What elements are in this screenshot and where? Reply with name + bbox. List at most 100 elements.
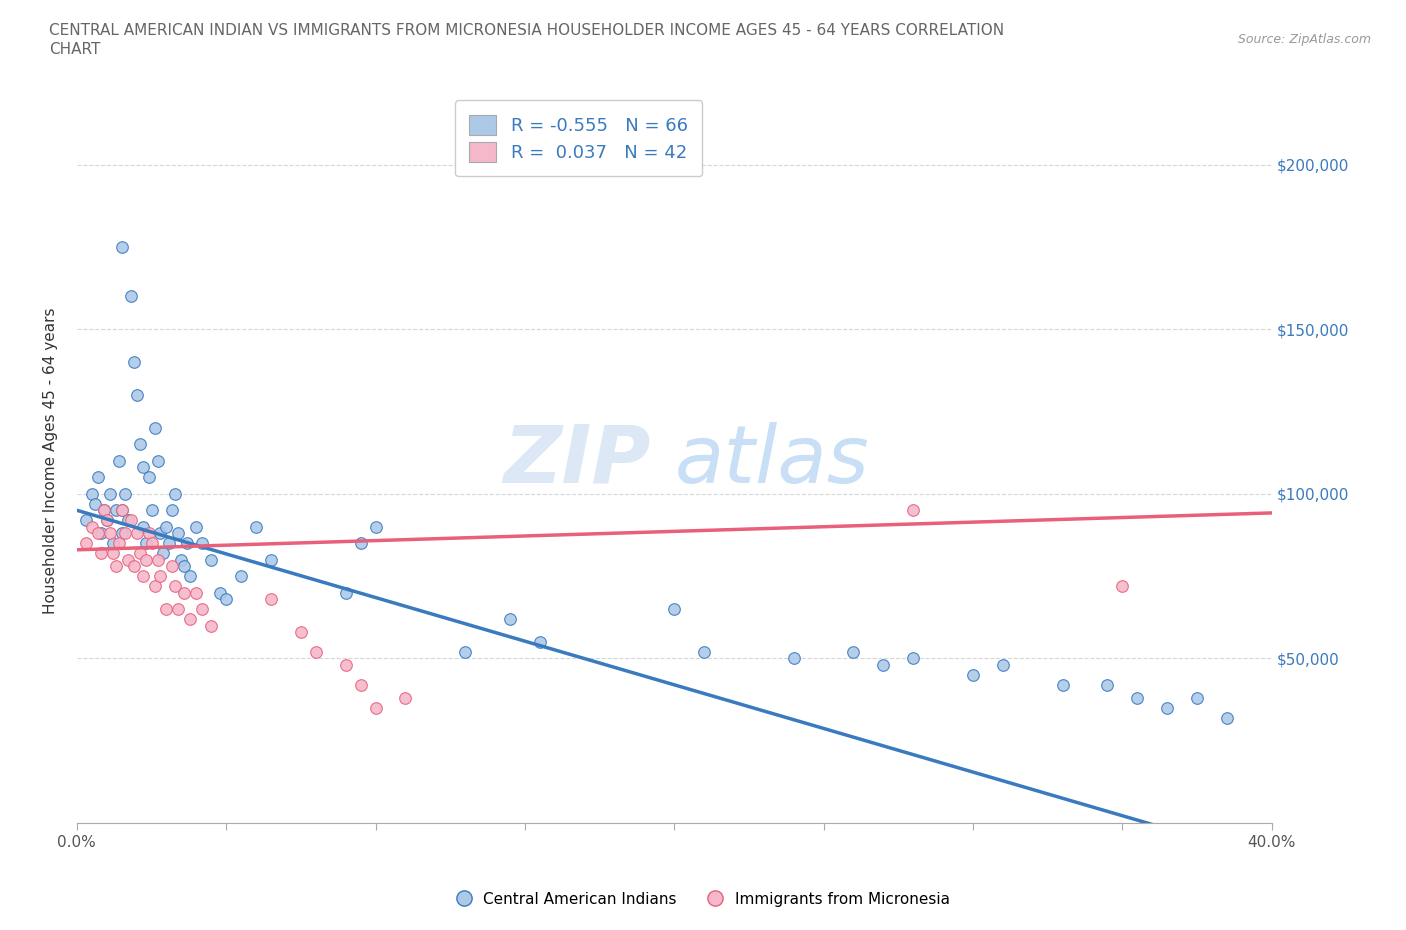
Point <box>260 591 283 606</box>
Point <box>96 512 118 527</box>
Point <box>162 503 184 518</box>
Point <box>664 602 686 617</box>
Point <box>173 585 195 600</box>
Point <box>104 559 127 574</box>
Point <box>693 644 716 659</box>
Point <box>155 519 177 534</box>
Text: Source: ZipAtlas.com: Source: ZipAtlas.com <box>1237 33 1371 46</box>
Point <box>231 569 253 584</box>
Point <box>991 658 1014 672</box>
Point <box>872 658 894 672</box>
Point <box>93 503 115 518</box>
Point <box>96 512 118 527</box>
Point <box>335 658 357 672</box>
Point <box>122 354 145 369</box>
Point <box>120 512 142 527</box>
Point <box>138 470 160 485</box>
Point <box>146 552 169 567</box>
Point <box>209 585 232 600</box>
Point <box>364 700 387 715</box>
Point <box>87 525 110 540</box>
Point <box>186 519 208 534</box>
Point <box>111 503 134 518</box>
Point <box>122 559 145 574</box>
Point <box>104 503 127 518</box>
Point <box>114 486 136 501</box>
Point <box>131 519 153 534</box>
Text: CHART: CHART <box>49 42 101 57</box>
Point <box>143 420 166 435</box>
Point <box>125 525 148 540</box>
Point <box>114 525 136 540</box>
Point <box>499 612 522 627</box>
Legend: R = -0.555   N = 66, R =  0.037   N = 42: R = -0.555 N = 66, R = 0.037 N = 42 <box>456 100 703 177</box>
Point <box>364 519 387 534</box>
Point <box>179 612 201 627</box>
Point <box>117 512 139 527</box>
Point <box>131 569 153 584</box>
Point <box>159 536 181 551</box>
Point <box>167 525 190 540</box>
Point <box>454 644 477 659</box>
Point <box>128 546 150 561</box>
Point <box>349 677 371 692</box>
Point <box>117 552 139 567</box>
Point <box>138 525 160 540</box>
Point <box>1111 578 1133 593</box>
Point <box>149 525 172 540</box>
Point <box>186 585 208 600</box>
Point <box>135 552 157 567</box>
Text: ZIP: ZIP <box>503 422 651 500</box>
Point <box>1156 700 1178 715</box>
Point <box>842 644 865 659</box>
Point <box>529 634 551 649</box>
Point <box>152 546 174 561</box>
Point <box>335 585 357 600</box>
Legend: Central American Indians, Immigrants from Micronesia: Central American Indians, Immigrants fro… <box>450 885 956 913</box>
Point <box>87 470 110 485</box>
Point <box>80 519 103 534</box>
Point <box>128 437 150 452</box>
Point <box>1185 691 1208 706</box>
Point <box>107 454 129 469</box>
Text: atlas: atlas <box>675 422 869 500</box>
Point <box>90 546 112 561</box>
Point <box>245 519 267 534</box>
Point <box>131 460 153 475</box>
Point <box>290 625 312 640</box>
Point <box>173 559 195 574</box>
Point <box>101 536 124 551</box>
Point <box>75 536 97 551</box>
Point <box>149 569 172 584</box>
Point <box>111 503 134 518</box>
Point <box>191 602 214 617</box>
Point <box>125 388 148 403</box>
Point <box>120 289 142 304</box>
Point <box>80 486 103 501</box>
Point <box>83 497 105 512</box>
Point <box>215 591 238 606</box>
Point <box>176 536 198 551</box>
Point <box>191 536 214 551</box>
Point <box>165 578 187 593</box>
Point <box>90 525 112 540</box>
Point <box>93 503 115 518</box>
Point <box>1097 677 1119 692</box>
Point <box>75 512 97 527</box>
Point <box>167 602 190 617</box>
Point <box>98 525 121 540</box>
Point <box>135 536 157 551</box>
Point <box>179 569 201 584</box>
Point <box>349 536 371 551</box>
Point <box>111 239 134 254</box>
Point <box>962 668 984 683</box>
Point <box>162 559 184 574</box>
Point <box>260 552 283 567</box>
Point <box>146 454 169 469</box>
Point <box>155 602 177 617</box>
Point <box>901 651 924 666</box>
Point <box>141 536 163 551</box>
Point <box>1052 677 1074 692</box>
Point <box>107 536 129 551</box>
Point <box>200 552 222 567</box>
